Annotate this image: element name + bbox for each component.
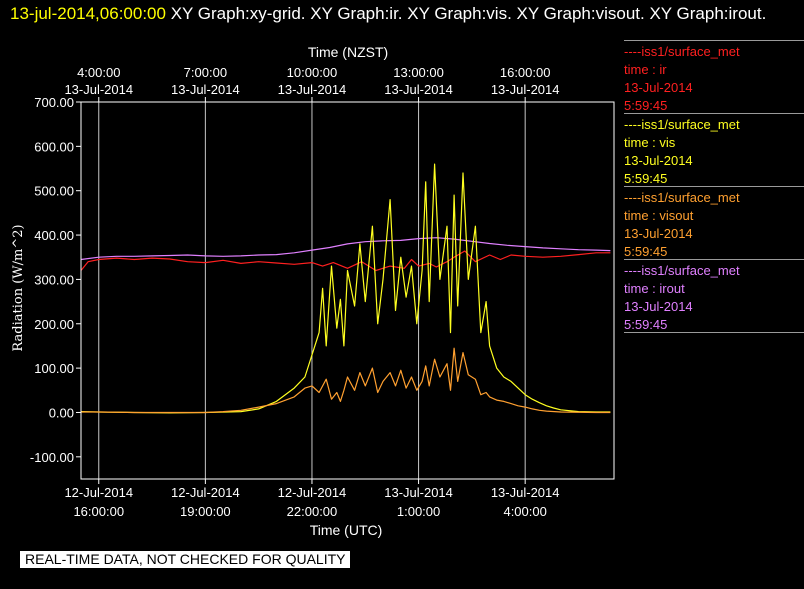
x-top-tick-label-date: 13-Jul-2014 <box>278 82 347 97</box>
series-layer <box>80 163 611 414</box>
legend-variable: time : irout <box>624 281 685 296</box>
timestamp: 13-jul-2014,06:00:00 <box>10 4 166 23</box>
legend-variable: time : visout <box>624 208 694 223</box>
legend-source: ----iss1/surface_met <box>624 44 740 59</box>
header: 13-jul-2014,06:00:00 XY Graph:xy-grid. X… <box>10 2 790 26</box>
legend-time: 5:59:45 <box>624 98 668 113</box>
y-tick-label: 200.00 <box>34 317 74 332</box>
y-tick-label: 300.00 <box>34 272 74 287</box>
series-line-time-irout <box>80 237 611 261</box>
x-tick-label-date: 13-Jul-2014 <box>491 485 560 500</box>
x-tick-label-time: 19:00:00 <box>180 504 231 519</box>
x-top-tick-label-date: 13-Jul-2014 <box>384 82 453 97</box>
y-axis-label: Radiation (W/m^2) <box>11 224 26 351</box>
legend-source: ----iss1/surface_met <box>624 190 740 205</box>
x-top-tick-label-date: 13-Jul-2014 <box>64 82 133 97</box>
x-top-tick-label-time: 7:00:00 <box>184 65 227 80</box>
graph-list: XY Graph:xy-grid. XY Graph:ir. XY Graph:… <box>170 4 767 23</box>
series-line-time-visout <box>81 347 611 414</box>
legend-variable: time : ir <box>624 62 667 77</box>
x-tick-label-date: 12-Jul-2014 <box>64 485 133 500</box>
y-tick-label: 0.00 <box>49 405 74 420</box>
y-tick-label: 100.00 <box>34 361 74 376</box>
x-ticks-bottom: 12-Jul-2014 16:00:00 12-Jul-2014 19:00:00 12… <box>64 479 559 519</box>
legend-divider <box>624 332 804 333</box>
x-axis-label-top: Time (NZST) <box>308 44 388 60</box>
series-line-time-ir <box>80 250 611 272</box>
x-top-tick-label-date: 13-Jul-2014 <box>491 82 560 97</box>
y-tick-label: 500.00 <box>34 184 74 199</box>
x-tick-label-time: 22:00:00 <box>287 504 338 519</box>
x-top-tick-label-time: 13:00:00 <box>393 65 444 80</box>
legend-variable: time : vis <box>624 135 676 150</box>
legend-date: 13-Jul-2014 <box>624 299 693 314</box>
x-tick-label-date: 12-Jul-2014 <box>278 485 347 500</box>
x-tick-label-date: 12-Jul-2014 <box>171 485 240 500</box>
legend-date: 13-Jul-2014 <box>624 226 693 241</box>
y-tick-label: 700.00 <box>34 95 74 110</box>
legend-time: 5:59:45 <box>624 171 668 186</box>
y-tick-label: 400.00 <box>34 228 74 243</box>
legend-date: 13-Jul-2014 <box>624 153 693 168</box>
x-tick-label-date: 13-Jul-2014 <box>384 485 453 500</box>
quality-disclaimer: REAL-TIME DATA, NOT CHECKED FOR QUALITY <box>20 551 351 568</box>
legend: ----iss1/surface_met time : ir 13-Jul-2014… <box>624 40 804 333</box>
y-tick-label: -100.00 <box>30 450 74 465</box>
x-ticks-top: 4:00:00 13-Jul-2014 7:00:00 13-Jul-2014 10:0… <box>64 65 559 102</box>
x-tick-label-time: 1:00:00 <box>397 504 440 519</box>
x-top-tick-label-time: 4:00:00 <box>77 65 120 80</box>
y-tick-label: 600.00 <box>34 139 74 154</box>
x-tick-label-time: 4:00:00 <box>503 504 546 519</box>
y-ticks: 700.00 600.00 500.00 400.00 300.00 200.00 100.… <box>30 95 81 465</box>
x-top-tick-label-time: 16:00:00 <box>500 65 551 80</box>
legend-date: 13-Jul-2014 <box>624 80 693 95</box>
grid-lines <box>98 102 526 479</box>
legend-source: ----iss1/surface_met <box>624 117 740 132</box>
legend-time: 5:59:45 <box>624 244 668 259</box>
x-axis-label-bottom: Time (UTC) <box>310 522 383 538</box>
plot-border <box>80 101 615 480</box>
series-line-time-vis <box>80 163 611 414</box>
x-top-tick-label-date: 13-Jul-2014 <box>171 82 240 97</box>
legend-source: ----iss1/surface_met <box>624 263 740 278</box>
x-tick-label-time: 16:00:00 <box>73 504 124 519</box>
legend-time: 5:59:45 <box>624 317 668 332</box>
x-top-tick-label-time: 10:00:00 <box>287 65 338 80</box>
